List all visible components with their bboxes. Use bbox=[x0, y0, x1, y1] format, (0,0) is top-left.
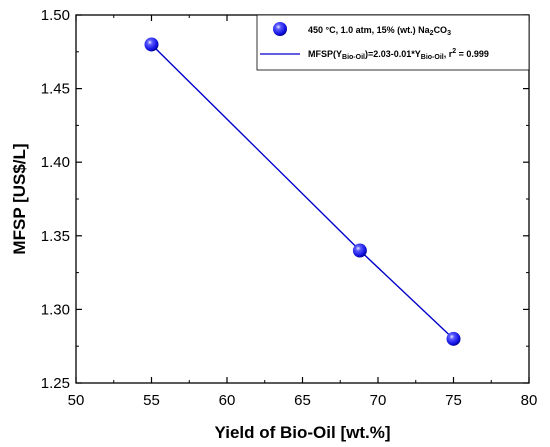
x-tick-label: 75 bbox=[445, 392, 462, 409]
x-axis-title: Yield of Bio-Oil [wt.%] bbox=[215, 423, 391, 442]
legend-label-points: 450 °C, 1.0 atm, 15% (wt.) Na2CO3 bbox=[308, 25, 451, 37]
y-axis-ticks: 1.25 1.30 1.35 1.40 1.45 1.50 bbox=[41, 7, 529, 392]
legend-label-fit: MFSP(YBio-Oil)=2.03-0.01*YBio-Oil, r2 = … bbox=[308, 48, 489, 61]
data-point bbox=[144, 37, 159, 52]
legend1-sub-a: 2 bbox=[430, 30, 434, 37]
legend2-part-b: )=2.03-0.01*Y bbox=[365, 49, 421, 59]
fit-line bbox=[151, 43, 454, 340]
data-points-layer bbox=[144, 37, 461, 346]
y-tick-label: 1.40 bbox=[41, 154, 70, 171]
x-tick-label: 65 bbox=[294, 392, 311, 409]
y-axis-title: MFSP [US$/L] bbox=[10, 143, 29, 254]
x-tick-label: 50 bbox=[68, 392, 85, 409]
data-point bbox=[446, 331, 461, 346]
legend-marker-points bbox=[273, 22, 287, 36]
legend2-sub-a: Bio-Oil bbox=[342, 54, 365, 61]
legend2-sub-b: Bio-Oil bbox=[421, 54, 444, 61]
data-point bbox=[352, 243, 367, 258]
y-tick-label: 1.25 bbox=[41, 375, 70, 392]
legend2-part-a: MFSP(Y bbox=[308, 49, 342, 59]
y-tick-label: 1.45 bbox=[41, 81, 70, 98]
x-tick-label: 55 bbox=[143, 392, 160, 409]
x-tick-label: 60 bbox=[219, 392, 236, 409]
legend2-sup: 2 bbox=[452, 48, 456, 55]
legend1-sub-b: 3 bbox=[447, 30, 451, 37]
y-tick-label: 1.35 bbox=[41, 228, 70, 245]
legend: 450 °C, 1.0 atm, 15% (wt.) Na2CO3 MFSP(Y… bbox=[256, 14, 530, 71]
legend-box bbox=[256, 14, 530, 71]
legend2-part-c: , r bbox=[444, 49, 453, 59]
x-tick-label: 70 bbox=[370, 392, 387, 409]
fit-line-layer bbox=[151, 43, 454, 340]
y-tick-label: 1.50 bbox=[41, 7, 70, 24]
x-axis-ticks: 50 55 60 65 70 75 80 bbox=[68, 15, 538, 409]
y-tick-label: 1.30 bbox=[41, 301, 70, 318]
x-tick-label: 80 bbox=[521, 392, 538, 409]
legend1-part-a: 450 °C, 1.0 atm, 15% (wt.) Na bbox=[308, 25, 431, 35]
legend2-part-d: = 0.999 bbox=[456, 49, 489, 59]
legend1-part-b: CO bbox=[434, 25, 448, 35]
